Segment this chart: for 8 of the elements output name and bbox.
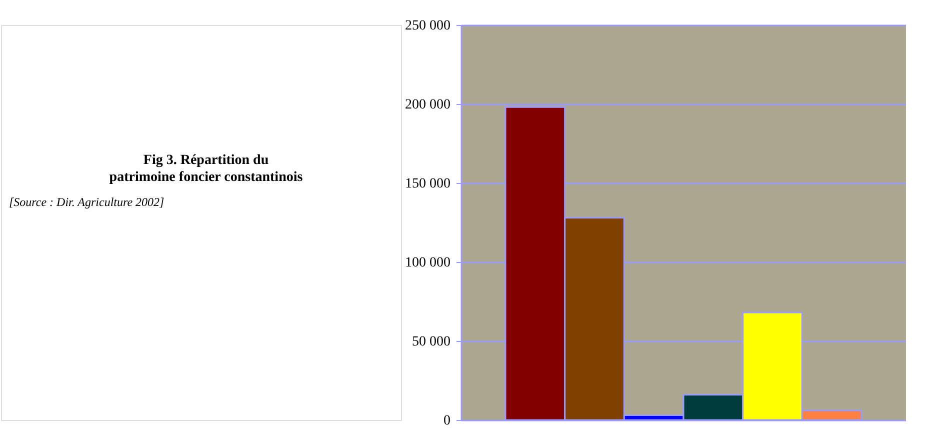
text: Fig 3. Répartition du patrimoine foncier constantinois — [109, 153, 304, 185]
y-tick-label: 250 000 — [405, 18, 450, 34]
y-tick-label: 50 000 — [412, 334, 450, 350]
y-tick-label: 200 000 — [405, 98, 450, 112]
text: [Source : Dir. Agriculture 2002] — [9, 195, 165, 209]
y-tick-label: 150 000 — [405, 176, 450, 192]
y-tick-label: 0 — [444, 414, 450, 428]
y-tick-label: 100 000 — [405, 256, 450, 270]
